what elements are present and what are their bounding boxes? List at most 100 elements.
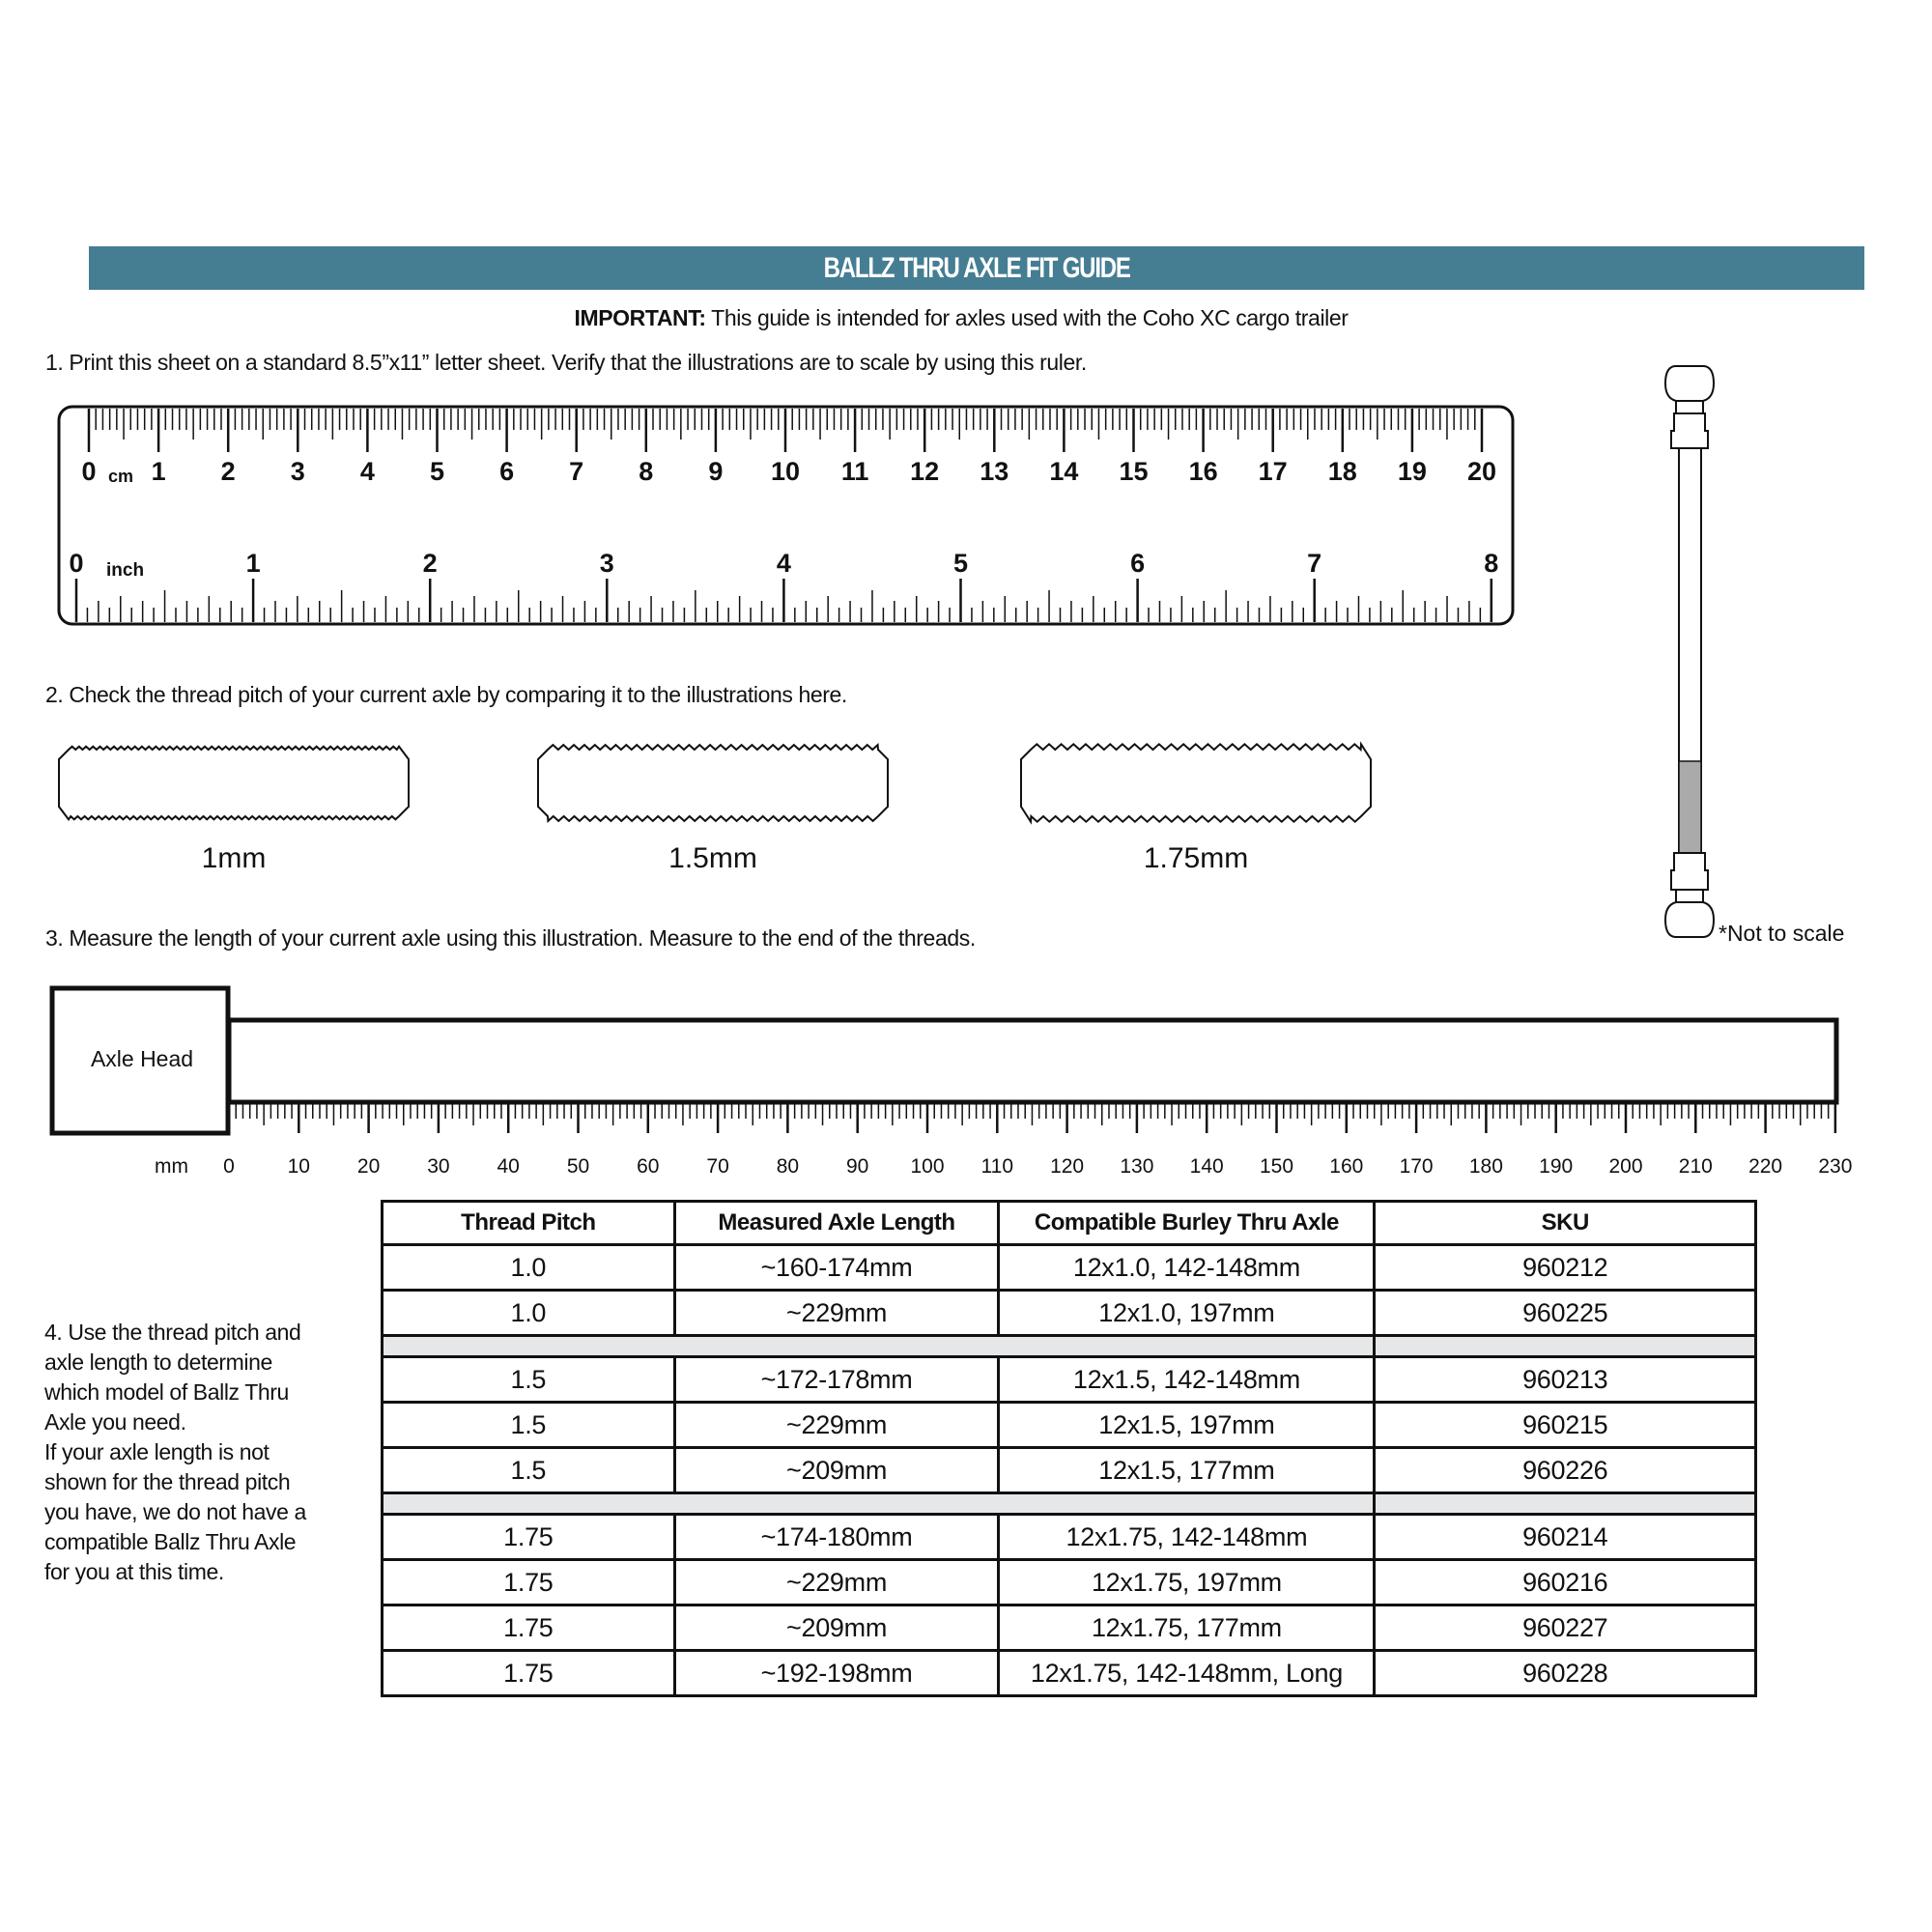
mm-label: 150 — [1259, 1155, 1294, 1178]
cm-label: 3 — [290, 457, 305, 486]
table-cell: 960226 — [1373, 1446, 1757, 1494]
mm-label: 180 — [1468, 1155, 1503, 1178]
step-4-text: 4. Use the thread pitch and axle length … — [44, 1318, 325, 1587]
table-cell: 1.0 — [381, 1243, 676, 1292]
table-cell: 1.5 — [381, 1355, 676, 1404]
table-cell: ~229mm — [672, 1289, 1001, 1337]
mm-label: 220 — [1748, 1155, 1783, 1178]
table-cell: 12x1.5, 142-148mm — [997, 1355, 1377, 1404]
cm-label: 8 — [639, 457, 654, 486]
table-cell: 12x1.75, 142-148mm — [997, 1513, 1377, 1561]
table-row: 1.0 ~229mm 12x1.0, 197mm 960225 — [381, 1289, 1757, 1337]
thread-pitch-illustrations — [58, 741, 1372, 825]
inch-label: 4 — [776, 549, 791, 578]
table-cell: 960213 — [1373, 1355, 1757, 1404]
mm-scale-ticks — [227, 1102, 1837, 1133]
inch-label: 8 — [1484, 549, 1499, 578]
inch-label: 0 — [69, 549, 84, 578]
mm-unit-label: mm — [155, 1155, 188, 1178]
step-2-text: 2. Check the thread pitch of your curren… — [45, 682, 847, 707]
table-cell: 12x1.75, 142-148mm, Long — [997, 1649, 1377, 1697]
mm-label: 120 — [1050, 1155, 1085, 1178]
cm-label: 11 — [840, 457, 869, 486]
table-cell: 960225 — [1373, 1289, 1757, 1337]
table-row: 1.5 ~209mm 12x1.5, 177mm 960226 — [381, 1446, 1757, 1494]
table-cell: ~229mm — [672, 1558, 1001, 1606]
thread-label-1-5mm: 1.5mm — [668, 842, 757, 874]
table-row: 1.5 ~172-178mm 12x1.5, 142-148mm 960213 — [381, 1355, 1757, 1404]
not-to-scale-note: *Not to scale — [1719, 921, 1845, 946]
mm-label: 0 — [223, 1155, 235, 1178]
step-4-line: If your axle length is not shown for the… — [44, 1439, 306, 1584]
cm-label: 18 — [1327, 457, 1357, 486]
cm-label: 0 — [81, 457, 97, 486]
table-row: 1.75 ~192-198mm 12x1.75, 142-148mm, Long 96… — [381, 1649, 1757, 1697]
cm-label: 14 — [1049, 457, 1079, 486]
separator-cell — [380, 1492, 1377, 1516]
cm-label: 2 — [220, 457, 236, 486]
table-cell: ~209mm — [672, 1446, 1001, 1494]
axle-length-illustration — [49, 985, 1839, 1136]
cm-label: 16 — [1188, 457, 1218, 486]
inch-label: 6 — [1130, 549, 1146, 578]
separator-cell — [380, 1334, 1377, 1358]
column-header: SKU — [1373, 1200, 1757, 1246]
mm-label: 70 — [706, 1155, 729, 1178]
table-cell: 1.75 — [381, 1649, 676, 1697]
separator-row — [380, 1492, 1757, 1516]
important-text: This guide is intended for axles used wi… — [705, 305, 1349, 330]
cm-label: 20 — [1466, 457, 1497, 486]
inch-label: 2 — [422, 549, 438, 578]
table-cell: 960227 — [1373, 1604, 1757, 1652]
inch-label: 7 — [1307, 549, 1322, 578]
thread-profile-1.5mm — [537, 743, 889, 823]
thread-profile-1.75mm — [1020, 741, 1372, 825]
axle-head-label: Axle Head — [90, 1046, 194, 1071]
table-cell: 960215 — [1373, 1401, 1757, 1449]
mm-label: 50 — [566, 1155, 590, 1178]
table-cell: 12x1.5, 197mm — [997, 1401, 1377, 1449]
cm-label: 4 — [359, 457, 375, 486]
mm-label: 190 — [1539, 1155, 1574, 1178]
mm-label: 10 — [287, 1155, 310, 1178]
thread-profile-1mm — [58, 745, 410, 821]
cm-label: 5 — [429, 457, 445, 486]
table-cell: ~229mm — [672, 1401, 1001, 1449]
mm-label: 110 — [980, 1155, 1014, 1178]
table-cell: ~192-198mm — [672, 1649, 1001, 1697]
table-header-row: Thread Pitch Measured Axle Length Compatib… — [381, 1200, 1757, 1246]
mm-label: 30 — [427, 1155, 450, 1178]
table-cell: 1.5 — [381, 1446, 676, 1494]
table-cell: 1.5 — [381, 1401, 676, 1449]
cm-ticks — [87, 409, 1484, 452]
page-title: BALLZ THRU AXLE FIT GUIDE — [823, 251, 1130, 284]
important-label: IMPORTANT: — [574, 305, 706, 330]
table-cell: 960212 — [1373, 1243, 1757, 1292]
table-cell: 12x1.0, 197mm — [997, 1289, 1377, 1337]
table-cell: ~174-180mm — [672, 1513, 1001, 1561]
separator-cell — [1373, 1334, 1757, 1358]
table-cell: 12x1.5, 177mm — [997, 1446, 1377, 1494]
table-row: 1.75 ~174-180mm 12x1.75, 142-148mm 960214 — [381, 1513, 1757, 1561]
cm-label: 13 — [980, 457, 1009, 486]
table-row: 1.0 ~160-174mm 12x1.0, 142-148mm 960212 — [381, 1243, 1757, 1292]
cm-label: 12 — [910, 457, 940, 486]
separator-row — [380, 1334, 1757, 1358]
table-cell: 1.75 — [381, 1513, 676, 1561]
cm-label: 19 — [1397, 457, 1427, 486]
step-3-text: 3. Measure the length of your current ax… — [45, 925, 976, 951]
cm-label: 7 — [569, 457, 584, 486]
cm-label: 15 — [1119, 457, 1149, 486]
table-cell: 12x1.75, 177mm — [997, 1604, 1377, 1652]
cm-label: 17 — [1258, 457, 1288, 486]
thread-label-1mm: 1mm — [201, 842, 267, 874]
table-cell: ~160-174mm — [672, 1243, 1001, 1292]
table-cell: 960214 — [1373, 1513, 1757, 1561]
table-cell: 1.0 — [381, 1289, 676, 1337]
table-row: 1.75 ~209mm 12x1.75, 177mm 960227 — [381, 1604, 1757, 1652]
title-banner: BALLZ THRU AXLE FIT GUIDE — [89, 246, 1864, 290]
mm-label: 40 — [497, 1155, 520, 1178]
table-cell: 1.75 — [381, 1604, 676, 1652]
mm-label: 200 — [1608, 1155, 1643, 1178]
separator-cell — [1373, 1492, 1757, 1516]
